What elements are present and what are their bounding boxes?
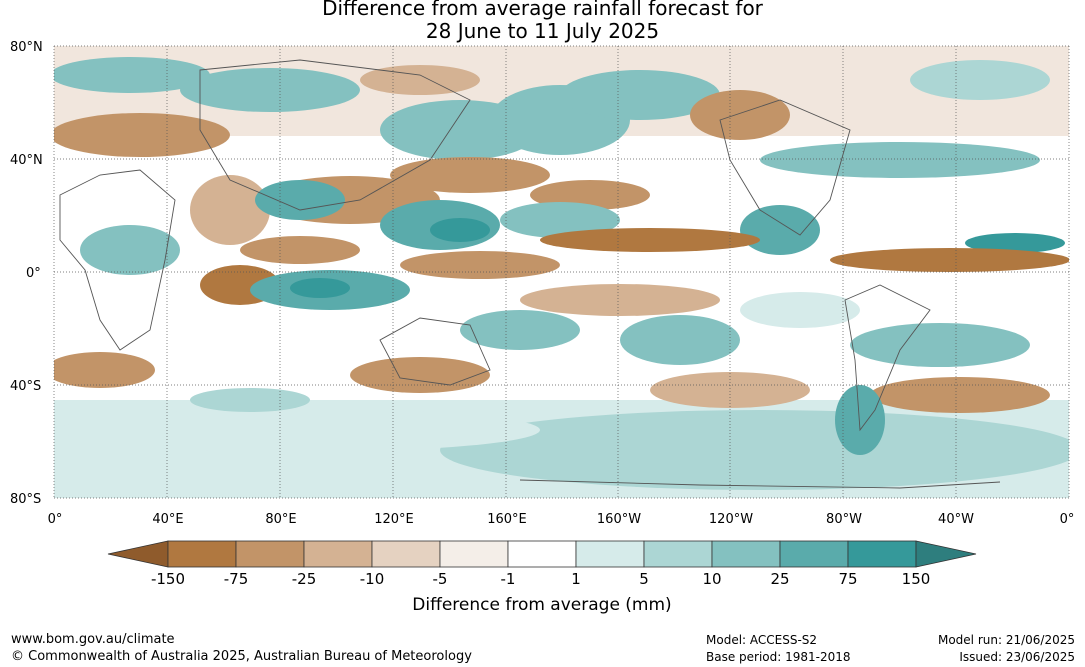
map-title: Difference from average rainfall forecas… — [0, 0, 1085, 43]
lon-label-160e: 160°E — [487, 512, 527, 527]
footer-url: www.bom.gov.au/climate — [11, 632, 175, 647]
legend-tick-label: -75 — [224, 570, 249, 588]
footer-copyright: © Commonwealth of Australia 2025, Austra… — [11, 649, 472, 664]
lon-label-40w: 40°W — [938, 512, 974, 527]
legend-swatch — [303, 540, 373, 568]
lon-label-0-east: 0° — [1060, 512, 1075, 527]
footer-base-period: Base period: 1981-2018 — [706, 650, 851, 664]
legend-swatch — [711, 540, 781, 568]
map-gridlines — [53, 45, 1070, 499]
lat-label-80s: 80°S — [10, 492, 41, 507]
legend-tick-label: 5 — [639, 570, 649, 588]
legend-swatch — [779, 540, 849, 568]
footer-dates: Model run: 21/06/2025 Issued: 23/06/2025 — [938, 632, 1075, 666]
coastlines — [59, 59, 1001, 489]
legend-swatch — [167, 540, 237, 568]
lat-label-0: 0° — [26, 266, 41, 281]
legend-title: Difference from average (mm) — [412, 595, 671, 615]
legend-tick-label: -1 — [501, 570, 516, 588]
lon-label-120w: 120°W — [709, 512, 753, 527]
rainfall-map: 80°N 40°N 0° 40°S 80°S 0° 40°E 80°E 120°… — [10, 40, 1075, 527]
title-line-1: Difference from average rainfall forecas… — [322, 0, 763, 20]
rainfall-anomaly-field — [54, 46, 1069, 498]
legend-swatch — [575, 540, 645, 568]
legend-tick-label: -10 — [360, 570, 385, 588]
legend-tick-label: -25 — [292, 570, 317, 588]
footer-model: Model: ACCESS-S2 — [706, 633, 818, 647]
lon-label-0-west: 0° — [48, 512, 63, 527]
legend-swatch — [847, 540, 917, 568]
color-legend: -150 -75 -25 -10 -5 -1 1 5 10 25 75 150 Difference … — [107, 540, 977, 615]
legend-tick-label: 10 — [702, 570, 721, 588]
legend-tick-label: 150 — [902, 570, 931, 588]
lon-label-120e: 120°E — [374, 512, 414, 527]
lat-label-40s: 40°S — [10, 379, 41, 394]
lat-label-80n: 80°N — [10, 40, 43, 55]
footer-model-run: Model run: 21/06/2025 — [937, 633, 1075, 647]
legend-bars — [107, 540, 977, 568]
lat-label-40n: 40°N — [10, 153, 43, 168]
legend-swatch — [439, 540, 509, 568]
legend-tick-label: 25 — [770, 570, 789, 588]
legend-swatch — [371, 540, 441, 568]
legend-swatch — [643, 540, 713, 568]
legend-tick-label: 75 — [838, 570, 857, 588]
lon-label-80e: 80°E — [265, 512, 296, 527]
legend-arrow-low — [107, 540, 169, 568]
legend-swatch — [507, 540, 577, 568]
lon-label-40e: 40°E — [152, 512, 183, 527]
footer-model-info: Model: ACCESS-S2 Base period: 1981-2018 — [706, 632, 851, 666]
legend-tick-label: -150 — [151, 570, 185, 588]
footer-left: www.bom.gov.au/climate © Commonwealth of… — [11, 631, 472, 665]
lon-label-80w: 80°W — [826, 512, 862, 527]
legend-swatch — [235, 540, 305, 568]
legend-tick-label: -5 — [433, 570, 448, 588]
legend-arrow-high — [915, 540, 977, 568]
legend-ticks: -150 -75 -25 -10 -5 -1 1 5 10 25 75 150 — [151, 570, 930, 588]
legend-tick-label: 1 — [571, 570, 581, 588]
title-line-2: 28 June to 11 July 2025 — [425, 19, 660, 43]
footer-issued: Issued: 23/06/2025 — [959, 650, 1075, 664]
lon-label-160w: 160°W — [597, 512, 641, 527]
